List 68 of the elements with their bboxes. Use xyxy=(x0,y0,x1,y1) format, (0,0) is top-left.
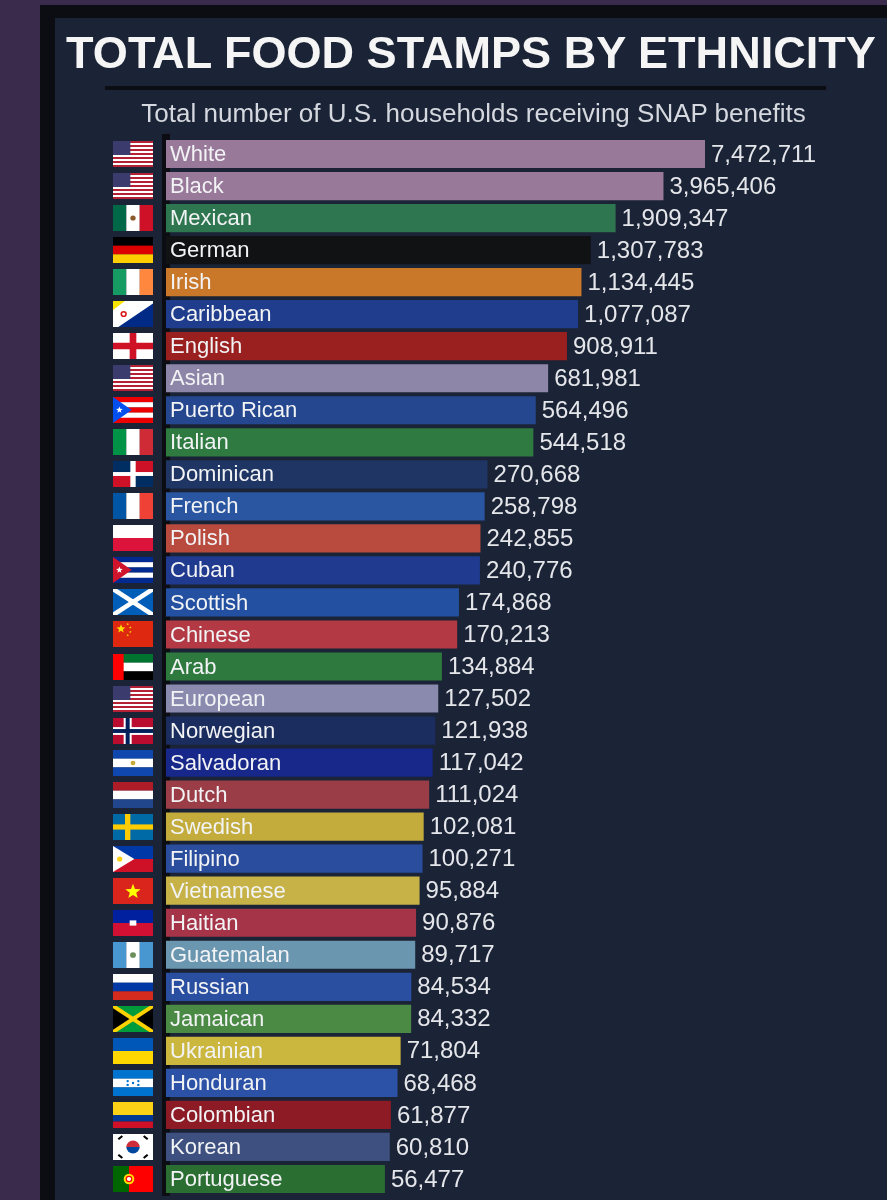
data-label: 1,134,445 xyxy=(587,267,695,295)
y-tick-label: Ukrainian xyxy=(170,1037,263,1063)
data-label: 111,024 xyxy=(435,780,519,808)
data-label: 84,534 xyxy=(417,972,491,1000)
y-tick-label: Mexican xyxy=(170,205,252,231)
data-label: 3,965,406 xyxy=(669,171,777,199)
data-label: 242,855 xyxy=(486,524,574,551)
y-tick-label: Honduran xyxy=(170,1069,267,1095)
data-label: 134,884 xyxy=(447,652,535,680)
y-tick-label: German xyxy=(170,237,250,263)
y-tick-label: Swedish xyxy=(170,813,254,839)
y-tick-label: Jamaican xyxy=(170,1005,265,1031)
data-label: 95,884 xyxy=(425,876,499,904)
y-tick-label: Irish xyxy=(170,269,212,295)
y-tick-label: Vietnamese xyxy=(170,877,286,903)
y-tick-label: Caribbean xyxy=(170,301,272,327)
y-tick-label: Portuguese xyxy=(170,1166,283,1192)
data-label: 908,911 xyxy=(572,331,658,359)
data-label: 170,213 xyxy=(463,620,550,648)
data-label: 258,798 xyxy=(490,491,578,519)
data-label: 68,468 xyxy=(403,1068,477,1096)
y-tick-label: Chinese xyxy=(170,621,251,647)
data-label: 117,042 xyxy=(438,748,524,776)
data-label: 121,938 xyxy=(441,716,529,744)
data-label: 89,717 xyxy=(421,940,495,968)
y-tick-label: Arab xyxy=(170,653,217,679)
y-tick-label: Filipino xyxy=(170,845,240,871)
data-label: 127,502 xyxy=(444,684,532,712)
data-label: 102,081 xyxy=(429,812,517,840)
data-label: 90,876 xyxy=(422,908,496,936)
data-label: 174,868 xyxy=(464,588,552,616)
data-label: 60,810 xyxy=(395,1132,470,1160)
data-label: 544,518 xyxy=(539,427,627,455)
data-label: 100,271 xyxy=(428,844,516,872)
y-tick-label: Salvadoran xyxy=(170,749,282,775)
data-label: 681,981 xyxy=(554,363,641,391)
data-label: 270,668 xyxy=(493,459,581,487)
y-tick-label: English xyxy=(170,333,243,359)
y-tick-label: Polish xyxy=(170,525,230,551)
data-label: 56,477 xyxy=(390,1164,465,1192)
chart-subtitle: Total number of U.S. households receiving SNAP benefits xyxy=(140,98,807,128)
y-tick-label: French xyxy=(170,493,239,519)
y-tick-label: Italian xyxy=(170,429,229,455)
data-label: 71,804 xyxy=(406,1036,481,1064)
data-label: 1,077,087 xyxy=(584,299,691,327)
y-tick-label: Scottish xyxy=(170,589,249,615)
y-tick-label: Black xyxy=(170,173,225,199)
data-label: 84,332 xyxy=(417,1004,491,1032)
y-tick-label: Russian xyxy=(170,973,250,999)
y-tick-label: Dominican xyxy=(170,461,274,487)
y-tick-label: Guatemalan xyxy=(170,941,290,967)
data-label: 1,909,347 xyxy=(621,203,729,231)
y-tick-label: Asian xyxy=(170,365,226,391)
data-label: 564,496 xyxy=(541,395,629,423)
y-tick-label: Norwegian xyxy=(170,717,276,743)
data-label: 61,877 xyxy=(396,1100,471,1128)
y-tick-label: Korean xyxy=(170,1134,241,1160)
y-tick-label: Cuban xyxy=(170,557,235,583)
y-tick-label: Haitian xyxy=(170,909,239,935)
y-tick-label: Dutch xyxy=(170,781,228,807)
chart-title: TOTAL FOOD STAMPS BY ETHNICITY xyxy=(66,27,876,78)
y-tick-label: White xyxy=(170,141,227,167)
data-label: 240,776 xyxy=(485,556,573,584)
y-tick-label: European xyxy=(170,685,266,711)
data-label: 7,472,711 xyxy=(711,139,816,167)
y-tick-label: Puerto Rican xyxy=(170,397,298,423)
y-tick-label: Colombian xyxy=(170,1101,276,1127)
data-label: 1,307,783 xyxy=(596,235,704,263)
